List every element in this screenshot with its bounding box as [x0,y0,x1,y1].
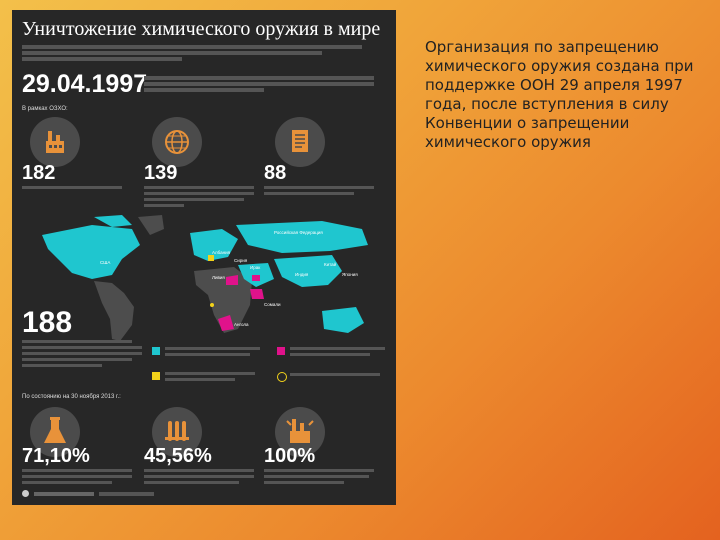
legend-text-cyan [165,347,275,356]
percent-stat-3: 100% [264,445,316,467]
map-label-angola: Ангола [234,322,249,327]
legend-swatch-cyan [152,347,160,355]
map-label-russia: Российская Федерация [274,230,323,235]
legend-text-hq [290,373,396,376]
big-number-desc [22,340,142,367]
map-label-usa: США [100,260,111,265]
map-label-somalia: Сомали [264,302,281,307]
percent-desc-3 [264,469,374,484]
map-label-albania: Албания [212,250,231,255]
footer-logo [22,490,155,497]
factory-icon [275,407,325,457]
as-of-label: По состоянию на 30 ноября 2013 г.: [22,394,121,400]
stat-182: 182 [22,162,56,184]
stat-desc-3 [264,186,374,195]
world-map [42,215,368,341]
infographic: Уничтожение химического оружия в мире 29… [12,10,396,505]
globe-icon [152,117,202,167]
date-description-block [144,74,384,94]
founding-date: 29.04.1997 [22,70,148,98]
percent-stat-1: 71,10% [22,445,90,467]
stat-desc-2 [144,186,254,207]
legend-swatch-hq [277,372,287,382]
map-label-syria: Сирия [234,258,248,263]
intro-text-block [22,43,384,63]
map-label-india: Индия [295,272,309,277]
percent-stat-2: 45,56% [144,445,212,467]
slide-text: Организация по запрещению химического ор… [425,38,694,151]
stat-139: 139 [144,162,178,184]
map-label-japan: Япония [342,272,358,277]
big-number-188: 188 [22,306,73,339]
stat-desc-1 [22,186,132,189]
infographic-title: Уничтожение химического оружия в мире [22,18,381,40]
test-tubes-icon [152,407,202,457]
document-icon [275,117,325,167]
map-label-china: Китай [324,262,337,267]
stat-88: 88 [264,162,287,184]
legend-swatch-magenta [277,347,285,355]
percent-desc-1 [22,469,132,484]
map-label-iraq: Ирак [250,265,261,270]
factory-icon [30,117,80,167]
flask-icon [30,407,80,457]
legend-text-yellow [165,372,275,381]
in-ranks-label: В рамках ОЗХО: [22,106,68,112]
legend-text-magenta [290,347,396,356]
legend-swatch-yellow [152,372,160,380]
percent-desc-2 [144,469,254,484]
map-label-libya: Ливия [212,275,225,280]
